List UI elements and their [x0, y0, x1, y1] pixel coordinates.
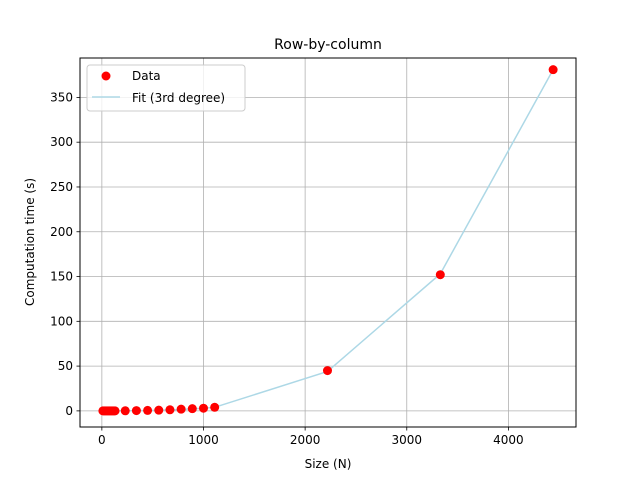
legend-box — [86, 64, 246, 112]
data-point — [131, 406, 141, 416]
y-tick-label: 100 — [50, 314, 73, 328]
plot-frame — [79, 57, 577, 428]
chart-title: Row-by-column — [274, 37, 382, 53]
data-point — [548, 65, 558, 75]
y-tick-label: 0 — [65, 404, 73, 418]
x-tick-label: 4000 — [493, 433, 524, 447]
x-axis-title: Size (N) — [305, 457, 352, 471]
y-tick-label: 200 — [50, 225, 73, 239]
data-point — [154, 405, 164, 415]
plot-series — [98, 65, 558, 416]
data-point — [176, 404, 186, 414]
data-point — [322, 366, 332, 376]
x-tick-label: 1000 — [188, 433, 219, 447]
data-point — [110, 406, 120, 416]
legend: Data Fit (3rd degree) — [86, 64, 246, 112]
legend-label-data: Data — [132, 69, 161, 83]
data-point — [165, 405, 175, 415]
y-tick-label: 150 — [50, 270, 73, 284]
legend-label-fit: Fit (3rd degree) — [132, 91, 225, 105]
data-point — [198, 403, 208, 413]
data-point — [120, 406, 130, 416]
data-point — [210, 402, 220, 412]
data-point — [187, 404, 197, 414]
y-axis-title: Computation time (s) — [23, 178, 37, 306]
x-tick-label: 2000 — [290, 433, 321, 447]
grid-lines — [80, 58, 576, 427]
y-tick-label: 50 — [58, 359, 73, 373]
data-point — [143, 405, 153, 415]
y-tick-label: 250 — [50, 180, 73, 194]
data-point — [435, 270, 445, 280]
y-tick-label: 350 — [50, 90, 73, 104]
y-tick-label: 300 — [50, 135, 73, 149]
legend-data-marker — [101, 71, 111, 81]
x-tick-label: 3000 — [391, 433, 422, 447]
axis-ticks: 0 1000 2000 3000 4000 0 50 100 150 200 250 300 350 — [50, 90, 524, 447]
x-tick-label: 0 — [98, 433, 106, 447]
